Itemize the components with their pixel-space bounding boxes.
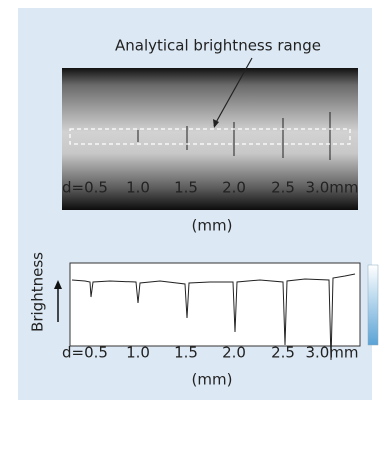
unit-label: (mm) xyxy=(192,371,233,389)
callout-label: Analytical brightness range xyxy=(115,37,321,55)
position-label: 2.5 xyxy=(271,344,295,362)
position-label: 3.0mm xyxy=(305,179,358,197)
position-label: 2.0 xyxy=(222,344,246,362)
position-label: 1.0 xyxy=(126,179,150,197)
position-label: 3.0mm xyxy=(305,344,358,362)
color-bar xyxy=(368,265,378,345)
unit-label: (mm) xyxy=(192,217,233,235)
position-label: 2.5 xyxy=(271,179,295,197)
position-label: 2.0 xyxy=(222,179,246,197)
position-label: d=0.5 xyxy=(62,179,108,197)
position-label: 1.0 xyxy=(126,344,150,362)
y-label: Brightness xyxy=(29,252,47,332)
position-label: 1.5 xyxy=(174,344,198,362)
position-label: d=0.5 xyxy=(62,344,108,362)
figure: Analytical brightness range d=0.5 1.0 1.5 2… xyxy=(0,0,387,450)
position-label: 1.5 xyxy=(174,179,198,197)
plot-frame xyxy=(70,263,360,346)
page: {"callout": {"label": "Analytical bright… xyxy=(0,0,387,450)
